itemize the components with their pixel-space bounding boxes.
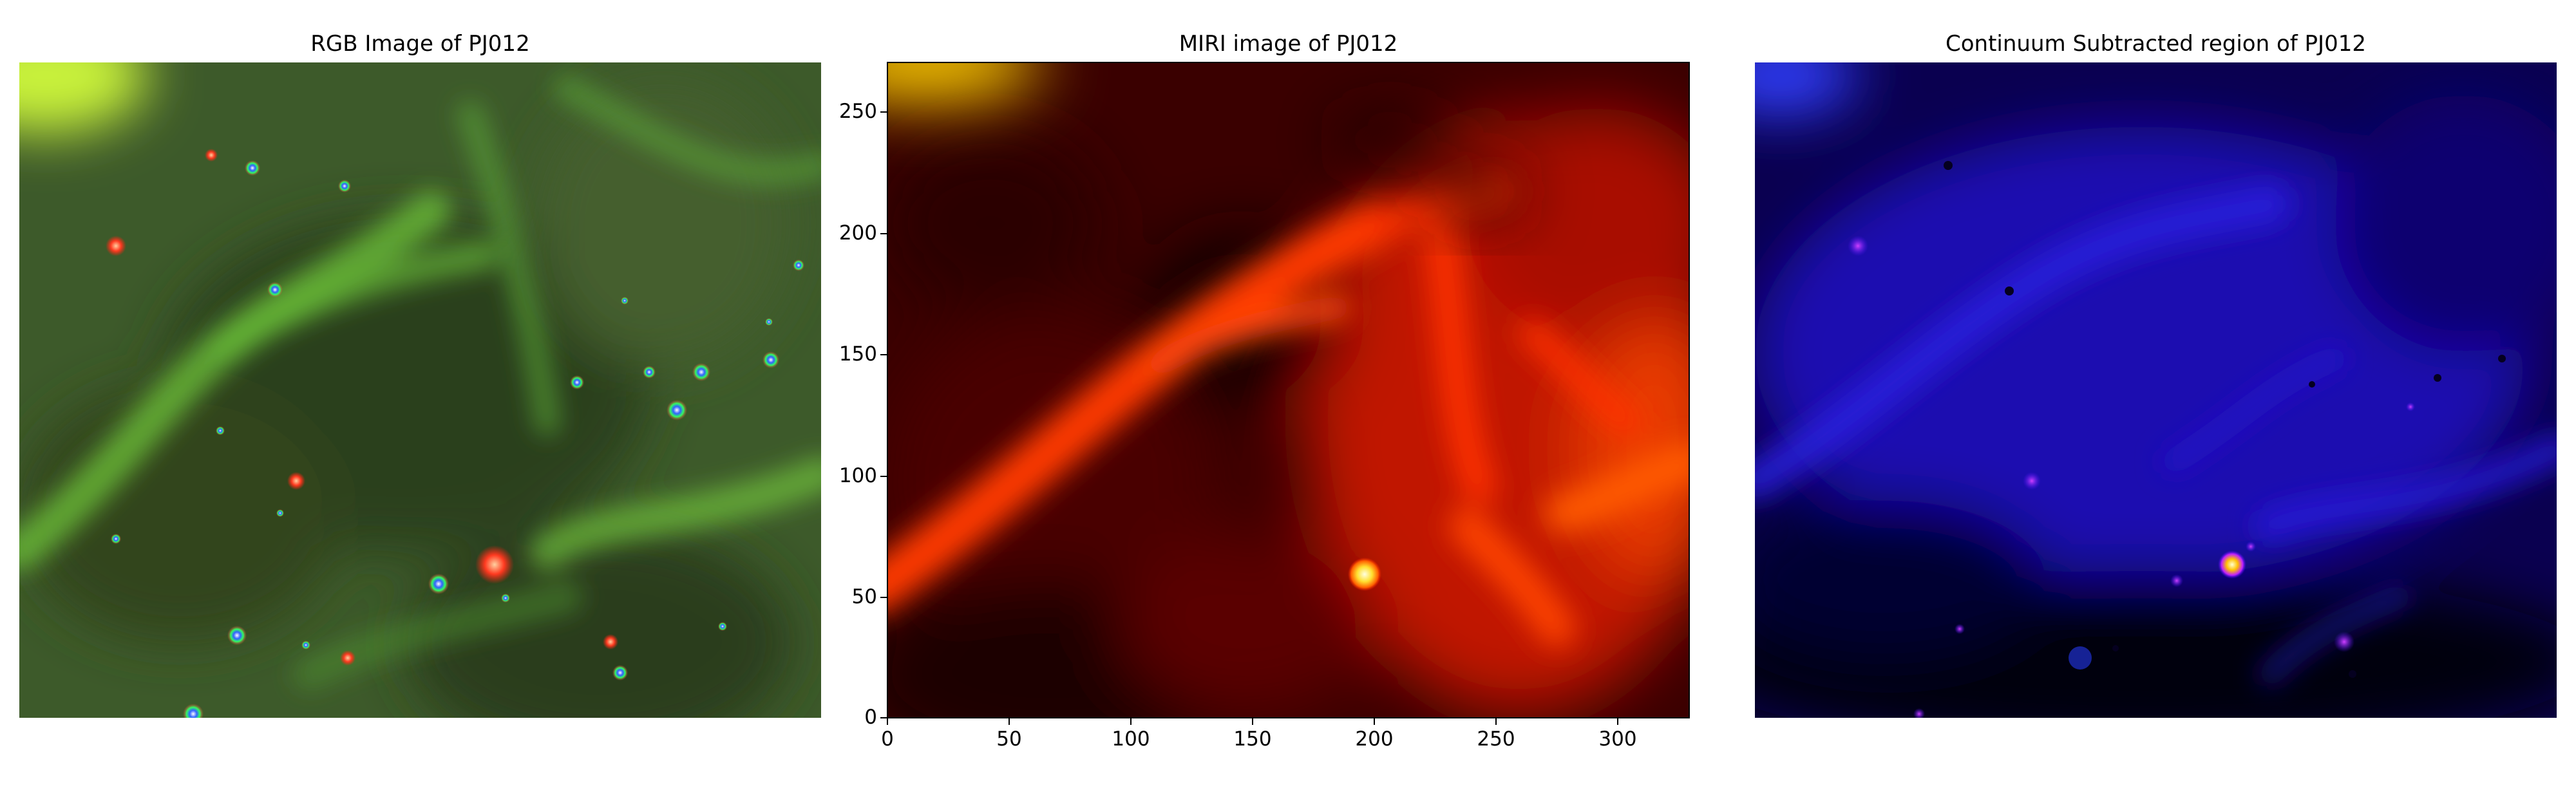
xtick-mark	[1495, 718, 1497, 725]
ytick-mark	[880, 111, 887, 113]
rgb-panel-title: RGB Image of PJ012	[310, 31, 530, 57]
continuum-image	[1755, 62, 2557, 718]
ytick-mark	[880, 476, 887, 477]
xtick-mark	[1617, 718, 1618, 725]
ytick-label: 50	[851, 585, 877, 608]
ytick-mark	[880, 597, 887, 598]
xtick-label: 200	[1355, 727, 1394, 751]
xtick-label: 50	[996, 727, 1022, 751]
miri-image	[887, 62, 1689, 718]
ytick-label: 0	[864, 706, 877, 729]
xtick-mark	[1130, 718, 1132, 725]
xtick-label: 300	[1598, 727, 1637, 751]
xtick-label: 250	[1477, 727, 1515, 751]
miri-panel-title: MIRI image of PJ012	[1179, 31, 1398, 57]
xtick-label: 100	[1112, 727, 1150, 751]
ytick-label: 200	[838, 221, 877, 245]
ytick-label: 250	[838, 100, 877, 123]
xtick-label: 150	[1233, 727, 1272, 751]
xtick-mark	[1252, 718, 1253, 725]
xtick-mark	[887, 718, 888, 725]
ytick-label: 100	[838, 464, 877, 487]
ytick-mark	[880, 354, 887, 355]
xtick-mark	[1009, 718, 1010, 725]
ytick-label: 150	[838, 342, 877, 366]
xtick-label: 0	[881, 727, 894, 751]
rgb-image	[19, 62, 821, 718]
xtick-mark	[1374, 718, 1375, 725]
ytick-mark	[880, 717, 887, 718]
ytick-mark	[880, 233, 887, 234]
continuum-panel-title: Continuum Subtracted region of PJ012	[1946, 31, 2366, 57]
